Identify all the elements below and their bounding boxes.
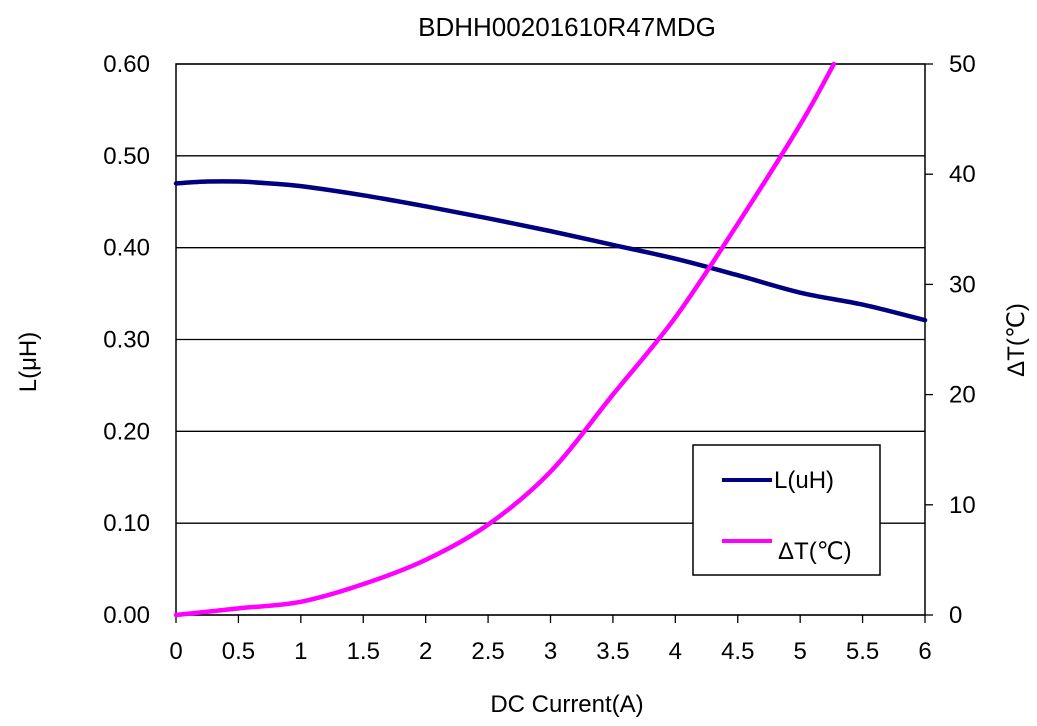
x-tick-label: 0.5 xyxy=(222,638,255,665)
series-layer xyxy=(173,61,928,618)
y-right-tick-label: 40 xyxy=(949,161,976,188)
chart-title: BDHH00201610R47MDG xyxy=(418,12,716,42)
x-tick-label: 2 xyxy=(419,638,432,665)
x-axis: 0 0.5 1 1.5 2 2.5 3 3.5 4 4.5 5 5.5 6 xyxy=(169,615,932,665)
left-axis: 0.00 0.10 0.20 0.30 0.40 0.50 0.60 xyxy=(103,51,150,629)
y-left-tick-label: 0.00 xyxy=(103,602,150,629)
legend-label-l: L(uH) xyxy=(774,467,834,494)
y-right-tick-label: 30 xyxy=(949,271,976,298)
y-left-tick-label: 0.10 xyxy=(103,510,150,537)
y-left-tick-label: 0.40 xyxy=(103,235,150,262)
legend-label-dt: ΔT(℃) xyxy=(778,538,852,565)
x-tick-label: 1.5 xyxy=(347,638,380,665)
x-tick-label: 4 xyxy=(669,638,682,665)
x-tick-label: 3 xyxy=(544,638,557,665)
x-tick-label: 3.5 xyxy=(596,638,629,665)
y-left-tick-label: 0.30 xyxy=(103,327,150,354)
y-left-tick-label: 0.60 xyxy=(103,51,150,78)
legend-box xyxy=(692,444,881,576)
x-tick-label: 5 xyxy=(793,638,806,665)
series-line-temperature-rise xyxy=(173,61,837,618)
right-axis: 0 10 20 30 40 50 xyxy=(925,51,976,629)
y-left-tick-label: 0.20 xyxy=(103,418,150,445)
y-right-tick-label: 20 xyxy=(949,382,976,409)
legend: L(uH) ΔT(℃) xyxy=(692,444,881,576)
y-axis-left-label: L(μH) xyxy=(15,332,42,393)
x-tick-label: 5.5 xyxy=(846,638,879,665)
x-tick-label: 0 xyxy=(169,638,182,665)
x-tick-label: 1 xyxy=(294,638,307,665)
y-axis-right-label: ΔT(℃) xyxy=(1003,303,1030,377)
x-axis-label: DC Current(A) xyxy=(490,691,643,718)
x-tick-label: 6 xyxy=(918,638,931,665)
y-left-tick-label: 0.50 xyxy=(103,143,150,170)
y-right-tick-label: 0 xyxy=(949,602,962,629)
y-right-tick-label: 10 xyxy=(949,492,976,519)
series-line-inductance xyxy=(173,179,928,323)
x-tick-label: 2.5 xyxy=(471,638,504,665)
y-right-tick-label: 50 xyxy=(949,51,976,78)
x-tick-label: 4.5 xyxy=(721,638,754,665)
